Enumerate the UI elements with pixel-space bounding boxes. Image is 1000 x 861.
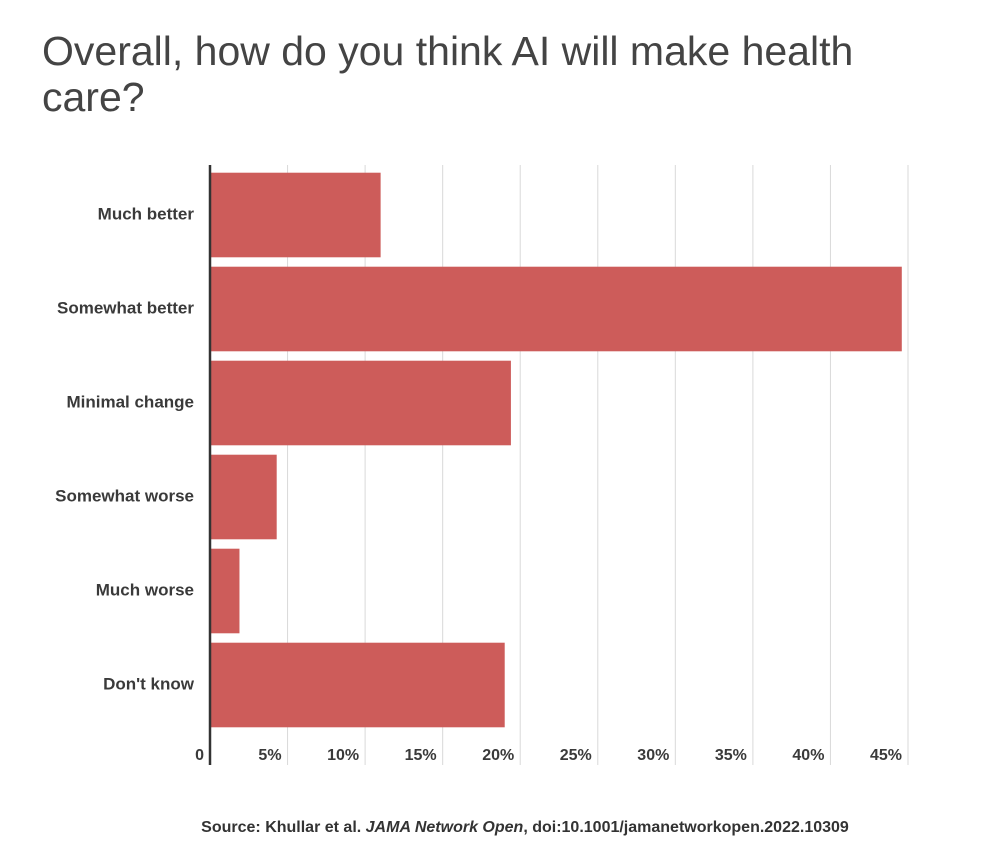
bar bbox=[210, 360, 511, 446]
bar bbox=[210, 454, 277, 540]
x-tick-label: 15% bbox=[405, 747, 437, 764]
bar bbox=[210, 266, 902, 352]
y-tick-label: Much better bbox=[98, 204, 195, 223]
bar bbox=[210, 642, 505, 728]
y-tick-label: Somewhat better bbox=[57, 298, 194, 317]
x-tick-label: 10% bbox=[327, 747, 359, 764]
x-tick-label: 30% bbox=[637, 747, 669, 764]
x-tick-label: 45% bbox=[870, 747, 902, 764]
x-tick-label: 20% bbox=[482, 747, 514, 764]
y-tick-label: Don't know bbox=[103, 674, 195, 693]
source-prefix: Source: Khullar et al. bbox=[201, 819, 365, 836]
bar bbox=[210, 548, 240, 634]
x-tick-label: 0 bbox=[195, 747, 204, 764]
source-journal: JAMA Network Open bbox=[366, 819, 524, 836]
x-tick-label: 5% bbox=[258, 747, 281, 764]
chart-title: Overall, how do you think AI will make h… bbox=[42, 28, 854, 120]
x-tick-label: 35% bbox=[715, 747, 747, 764]
y-tick-label: Minimal change bbox=[66, 392, 194, 411]
y-tick-label: Much worse bbox=[96, 580, 194, 599]
bar bbox=[210, 172, 381, 258]
source-note: Source: Khullar et al. JAMA Network Open… bbox=[201, 819, 849, 836]
x-tick-label: 40% bbox=[792, 747, 824, 764]
y-tick-label: Somewhat worse bbox=[55, 486, 194, 505]
source-doi: , doi:10.1001/jamanetworkopen.2022.10309 bbox=[523, 819, 849, 836]
x-tick-label: 25% bbox=[560, 747, 592, 764]
